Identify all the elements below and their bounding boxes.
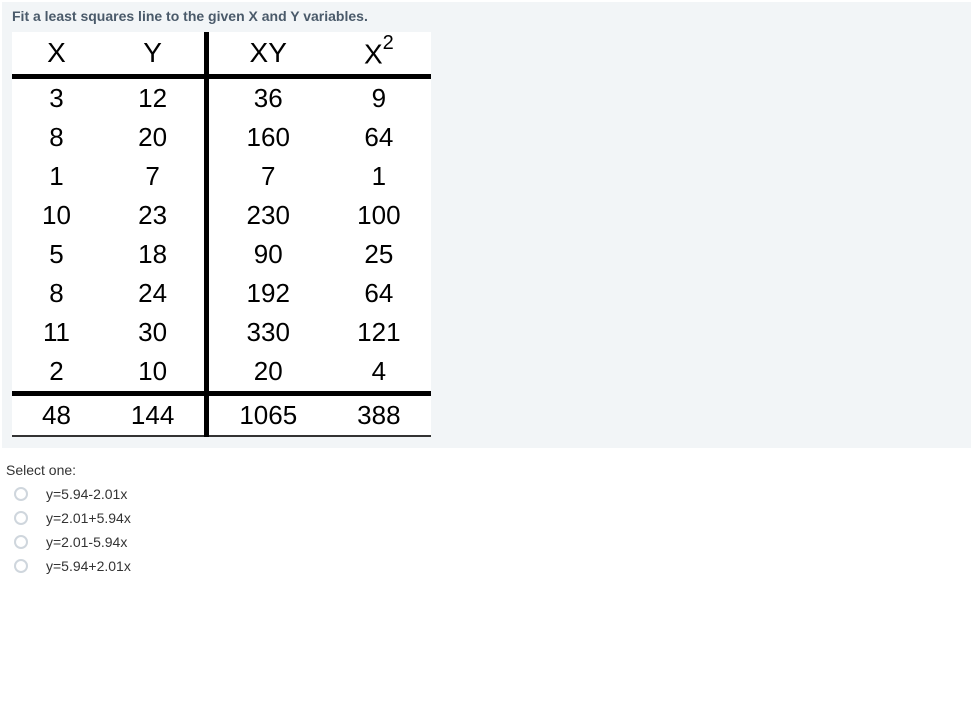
answer-section: Select one: y=5.94-2.01x y=2.01+5.94x y=2.… <box>0 450 973 590</box>
header-xsq: X2 <box>327 32 430 77</box>
option-label: y=2.01+5.94x <box>40 510 131 526</box>
cell-x: 3 <box>12 77 101 119</box>
header-xy: XY <box>207 32 327 77</box>
sum-xsq: 388 <box>327 394 430 437</box>
option-label: y=5.94+2.01x <box>40 558 131 574</box>
option-label: y=5.94-2.01x <box>40 486 127 502</box>
cell-xsq: 64 <box>327 118 430 157</box>
data-table: X Y XY X2 312369820160641771102323010051… <box>12 32 431 437</box>
table-row: 312369 <box>12 77 431 119</box>
cell-y: 20 <box>101 118 207 157</box>
cell-xsq: 25 <box>327 235 430 274</box>
cell-xy: 20 <box>207 352 327 394</box>
header-x: X <box>12 32 101 77</box>
radio-icon[interactable] <box>14 535 28 549</box>
question-panel: Fit a least squares line to the given X … <box>2 2 971 448</box>
cell-y: 10 <box>101 352 207 394</box>
cell-x: 8 <box>12 118 101 157</box>
cell-xsq: 64 <box>327 274 430 313</box>
cell-y: 12 <box>101 77 207 119</box>
cell-xy: 192 <box>207 274 327 313</box>
data-table-wrapper: X Y XY X2 312369820160641771102323010051… <box>12 32 431 437</box>
cell-xsq: 1 <box>327 157 430 196</box>
table-row: 82016064 <box>12 118 431 157</box>
select-one-label: Select one: <box>6 462 967 482</box>
cell-xy: 7 <box>207 157 327 196</box>
table-row: 1771 <box>12 157 431 196</box>
answer-option[interactable]: y=2.01-5.94x <box>6 530 967 554</box>
option-label: y=2.01-5.94x <box>40 534 127 550</box>
cell-x: 5 <box>12 235 101 274</box>
table-row: 5189025 <box>12 235 431 274</box>
sum-x: 48 <box>12 394 101 437</box>
sum-xy: 1065 <box>207 394 327 437</box>
cell-y: 23 <box>101 196 207 235</box>
table-row: 1023230100 <box>12 196 431 235</box>
cell-y: 18 <box>101 235 207 274</box>
cell-xy: 160 <box>207 118 327 157</box>
cell-xy: 36 <box>207 77 327 119</box>
radio-icon[interactable] <box>14 511 28 525</box>
header-y: Y <box>101 32 207 77</box>
cell-xsq: 9 <box>327 77 430 119</box>
answer-option[interactable]: y=5.94+2.01x <box>6 554 967 578</box>
table-header-row: X Y XY X2 <box>12 32 431 77</box>
cell-xy: 330 <box>207 313 327 352</box>
answer-option[interactable]: y=2.01+5.94x <box>6 506 967 530</box>
cell-xsq: 121 <box>327 313 430 352</box>
sum-y: 144 <box>101 394 207 437</box>
cell-x: 8 <box>12 274 101 313</box>
question-text: Fit a least squares line to the given X … <box>12 8 961 32</box>
cell-xy: 230 <box>207 196 327 235</box>
radio-icon[interactable] <box>14 487 28 501</box>
table-row: 210204 <box>12 352 431 394</box>
cell-y: 24 <box>101 274 207 313</box>
cell-x: 10 <box>12 196 101 235</box>
radio-icon[interactable] <box>14 559 28 573</box>
cell-xsq: 100 <box>327 196 430 235</box>
answer-option[interactable]: y=5.94-2.01x <box>6 482 967 506</box>
table-sum-row: 48 144 1065 388 <box>12 394 431 437</box>
cell-x: 1 <box>12 157 101 196</box>
table-row: 1130330121 <box>12 313 431 352</box>
cell-y: 30 <box>101 313 207 352</box>
cell-xsq: 4 <box>327 352 430 394</box>
cell-x: 2 <box>12 352 101 394</box>
table-row: 82419264 <box>12 274 431 313</box>
cell-xy: 90 <box>207 235 327 274</box>
cell-y: 7 <box>101 157 207 196</box>
cell-x: 11 <box>12 313 101 352</box>
